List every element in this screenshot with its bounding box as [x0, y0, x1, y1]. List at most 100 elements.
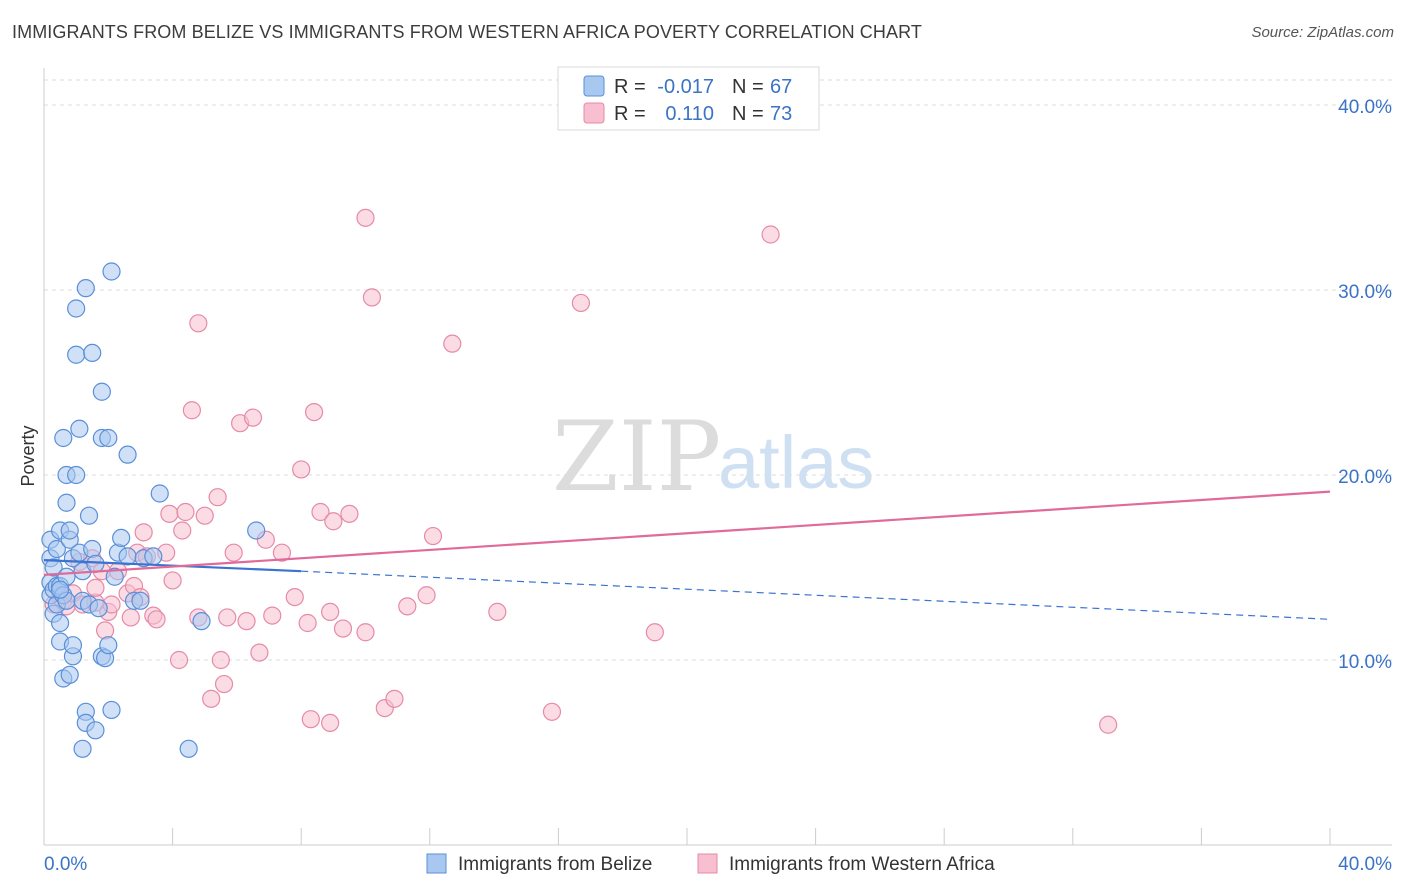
data-point-belize	[57, 493, 76, 512]
data-point-western-africa	[272, 543, 292, 562]
watermark: ZIP atlas	[552, 401, 874, 513]
data-point-belize	[86, 721, 105, 740]
data-point-western-africa	[169, 650, 189, 670]
data-point-belize	[54, 428, 73, 448]
data-point-belize	[92, 382, 111, 401]
legend-r-value: 0.110	[665, 103, 714, 125]
data-point-western-africa	[121, 608, 140, 627]
x-tick-label-min: 0.0%	[44, 854, 87, 875]
data-point-belize	[112, 528, 131, 548]
data-point-western-africa	[176, 502, 195, 522]
data-point-western-africa	[285, 587, 304, 607]
data-point-belize	[60, 521, 79, 540]
data-point-belize	[179, 739, 198, 758]
data-point-western-africa	[761, 225, 780, 244]
data-point-belize	[150, 484, 169, 503]
data-point-western-africa	[160, 504, 179, 523]
bottom-legend-label-belize: Immigrants from Belize	[458, 854, 652, 875]
watermark-zip: ZIP	[552, 401, 721, 513]
data-point-belize	[99, 428, 118, 448]
legend-n-label: N =	[732, 76, 764, 98]
data-point-western-africa	[263, 606, 282, 625]
data-point-western-africa	[243, 408, 263, 427]
data-point-belize	[50, 613, 70, 633]
data-point-belize	[47, 539, 66, 559]
bottom-legend-swatch-belize	[426, 853, 447, 874]
data-point-belize	[86, 554, 105, 573]
data-point-western-africa	[214, 674, 234, 694]
data-point-belize	[67, 465, 86, 485]
legend-r-label: R =	[614, 103, 646, 125]
bottom-legend: Immigrants from Belize Immigrants from W…	[426, 853, 995, 875]
data-point-belize	[63, 636, 83, 655]
data-point-belize	[67, 299, 86, 318]
x-tick-label-max: 40.0%	[1338, 854, 1392, 875]
legend-swatch-western-africa	[583, 102, 605, 124]
data-point-belize	[118, 445, 137, 464]
data-point-western-africa	[195, 506, 214, 525]
data-point-belize	[67, 345, 86, 364]
data-point-western-africa	[237, 612, 256, 631]
data-point-western-africa	[224, 543, 243, 562]
data-point-belize	[70, 419, 89, 438]
data-point-belize	[102, 262, 121, 281]
series-belize	[41, 262, 266, 758]
trend-line-belize-extrapolated	[301, 570, 1331, 620]
data-point-western-africa	[134, 523, 153, 542]
data-point-western-africa	[333, 619, 353, 638]
legend-swatch-belize	[583, 75, 605, 97]
legend-n-value: 67	[770, 76, 792, 98]
trend-line-western-africa	[43, 490, 1331, 576]
data-point-belize	[105, 567, 124, 586]
legend-r-value: -0.017	[657, 76, 714, 98]
y-tick-label: 10.0%	[1338, 652, 1392, 673]
data-point-western-africa	[417, 586, 436, 605]
data-point-western-africa	[542, 702, 562, 721]
bottom-legend-swatch-western-africa	[697, 853, 718, 874]
legend-n-value: 73	[770, 103, 792, 125]
data-point-western-africa	[443, 334, 462, 353]
data-point-belize	[44, 558, 63, 577]
data-point-belize	[73, 739, 92, 758]
data-point-belize	[131, 591, 150, 610]
data-point-western-africa	[356, 208, 375, 227]
legend-r-label: R =	[614, 76, 646, 98]
y-axis-title: Poverty	[18, 425, 38, 486]
data-point-western-africa	[189, 314, 208, 333]
data-point-western-africa	[340, 504, 359, 523]
watermark-atlas: atlas	[718, 421, 874, 504]
data-point-western-africa	[645, 623, 664, 642]
data-point-western-africa	[488, 602, 507, 622]
data-point-belize	[60, 665, 79, 684]
data-point-belize	[50, 580, 70, 599]
y-tick-label: 30.0%	[1338, 282, 1392, 303]
data-point-western-africa	[173, 521, 192, 540]
gridlines: 10.0% 20.0% 30.0% 40.0%	[44, 79, 1392, 673]
data-point-belize	[83, 343, 102, 362]
data-point-belize	[83, 539, 102, 559]
data-point-western-africa	[250, 643, 269, 662]
y-tick-label: 20.0%	[1338, 467, 1392, 488]
data-point-western-africa	[362, 288, 382, 307]
data-point-western-africa	[147, 610, 166, 629]
data-point-western-africa	[304, 403, 324, 422]
data-point-western-africa	[356, 623, 375, 642]
data-point-western-africa	[398, 597, 417, 616]
data-point-western-africa	[301, 710, 320, 729]
x-ticks	[43, 828, 1331, 845]
data-point-belize	[144, 547, 163, 566]
data-point-belize	[192, 612, 211, 631]
data-point-western-africa	[423, 526, 443, 546]
data-point-western-africa	[211, 650, 230, 670]
data-point-western-africa	[218, 608, 237, 627]
source-label: Source: ZipAtlas.com	[1251, 24, 1394, 41]
data-point-western-africa	[86, 578, 105, 597]
bottom-legend-label-western-africa: Immigrants from Western Africa	[729, 854, 995, 875]
y-tick-label: 40.0%	[1338, 97, 1392, 118]
data-point-belize	[89, 599, 108, 618]
data-point-belize	[247, 521, 266, 540]
data-point-western-africa	[321, 713, 340, 733]
chart-title: IMMIGRANTS FROM BELIZE VS IMMIGRANTS FRO…	[12, 22, 922, 42]
data-point-western-africa	[571, 293, 591, 313]
